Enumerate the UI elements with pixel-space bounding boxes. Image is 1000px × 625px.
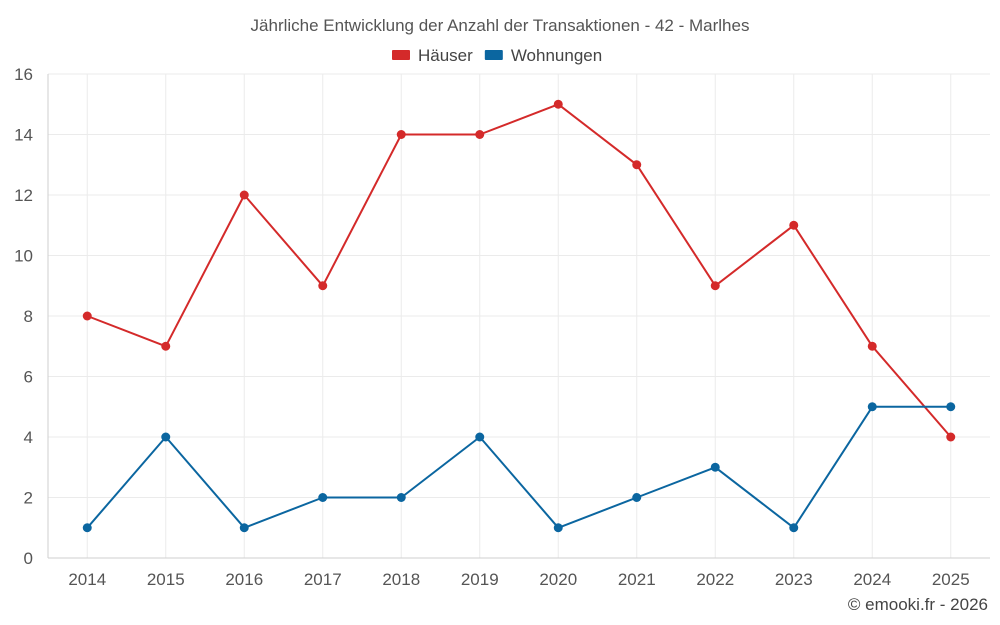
data-point-wohnungen[interactable]: [239, 523, 249, 533]
x-tick-label: 2017: [304, 570, 342, 589]
x-axis: 2014 2015 2016 2017 2018 2019 2020 2021 2022 2023…: [48, 557, 990, 589]
data-point-haeuser[interactable]: [82, 311, 92, 321]
x-tick-label: 2019: [461, 570, 499, 589]
x-tick-label: 2016: [225, 570, 263, 589]
x-tick-label: 2020: [539, 570, 577, 589]
data-point-wohnungen[interactable]: [632, 493, 642, 502]
series-group: [82, 99, 956, 533]
x-tick-label: 2021: [618, 570, 656, 589]
y-tick-label: 4: [24, 428, 33, 447]
y-tick-label: 14: [14, 126, 33, 145]
x-tick-label: 2024: [853, 570, 891, 589]
data-point-wohnungen[interactable]: [475, 432, 485, 442]
data-point-wohnungen[interactable]: [396, 493, 406, 502]
data-point-wohnungen[interactable]: [946, 402, 956, 412]
x-tick-label: 2025: [932, 570, 970, 589]
data-point-wohnungen[interactable]: [161, 432, 171, 442]
data-point-wohnungen[interactable]: [318, 493, 328, 502]
y-tick-label: 6: [24, 368, 33, 387]
data-point-haeuser[interactable]: [710, 281, 720, 291]
y-tick-label: 2: [24, 489, 33, 508]
data-point-haeuser[interactable]: [789, 220, 799, 230]
data-point-wohnungen[interactable]: [867, 402, 877, 412]
series-line-haeuser: [86, 103, 952, 438]
data-point-haeuser[interactable]: [396, 130, 406, 139]
y-tick-label: 12: [14, 186, 33, 205]
data-point-wohnungen[interactable]: [789, 523, 799, 533]
x-tick-label: 2015: [147, 570, 185, 589]
legend-swatch-haeuser[interactable]: [392, 50, 410, 60]
legend-label-haeuser[interactable]: Häuser: [418, 46, 473, 65]
data-point-wohnungen[interactable]: [553, 523, 563, 533]
y-tick-label: 8: [24, 307, 33, 326]
data-point-haeuser[interactable]: [475, 130, 485, 139]
x-tick-label: 2022: [696, 570, 734, 589]
data-point-haeuser[interactable]: [239, 190, 249, 200]
credit-text: © emooki.fr - 2026: [848, 595, 988, 614]
y-tick-label: 16: [14, 65, 33, 84]
data-point-haeuser[interactable]: [946, 432, 956, 442]
y-axis: 0 2 4 6 8 10 12 14 16: [14, 65, 49, 568]
data-point-wohnungen[interactable]: [710, 462, 720, 472]
data-point-wohnungen[interactable]: [82, 523, 92, 533]
chart-title: Jährliche Entwicklung der Anzahl der Tra…: [251, 16, 750, 35]
series-line-wohnungen: [86, 405, 951, 529]
x-tick-label: 2023: [775, 570, 813, 589]
x-tick-label: 2018: [382, 570, 420, 589]
data-point-haeuser[interactable]: [553, 99, 563, 109]
data-point-haeuser[interactable]: [161, 341, 171, 351]
y-tick-label: 10: [14, 247, 33, 266]
legend: Häuser Wohnungen: [392, 46, 602, 65]
grid: [48, 73, 990, 558]
legend-swatch-wohnungen[interactable]: [484, 50, 503, 60]
legend-label-wohnungen[interactable]: Wohnungen: [511, 46, 602, 65]
y-tick-label: 0: [24, 549, 33, 568]
data-point-haeuser[interactable]: [867, 341, 877, 351]
x-tick-label: 2014: [68, 570, 106, 589]
data-point-haeuser[interactable]: [632, 160, 642, 170]
data-point-haeuser[interactable]: [318, 281, 328, 291]
